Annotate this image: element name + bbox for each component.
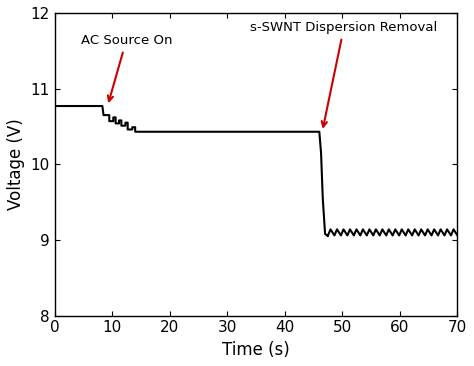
X-axis label: Time (s): Time (s)	[222, 341, 290, 359]
Text: AC Source On: AC Source On	[81, 34, 172, 101]
Y-axis label: Voltage (V): Voltage (V)	[7, 119, 25, 210]
Text: s-SWNT Dispersion Removal: s-SWNT Dispersion Removal	[250, 21, 438, 127]
